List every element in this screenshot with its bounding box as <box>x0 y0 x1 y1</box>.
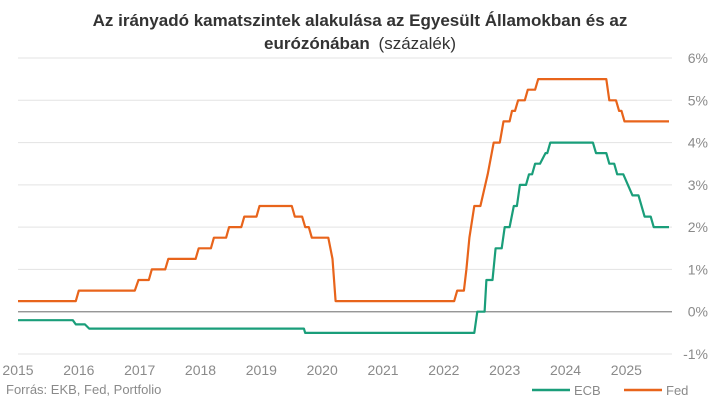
chart-title-line-1: Az irányadó kamatszintek alakulása az Eg… <box>93 11 628 30</box>
series-line-fed <box>18 78 669 303</box>
y-tick-label: 6% <box>688 50 708 66</box>
x-tick-label: 2025 <box>611 362 642 378</box>
y-tick-label: 2% <box>688 219 708 235</box>
y-tick-label: -1% <box>683 346 708 362</box>
x-tick-label: 2016 <box>63 362 94 378</box>
chart-title-unit: (százalék) <box>379 34 456 53</box>
x-tick-label: 2023 <box>489 362 520 378</box>
y-tick-label: 5% <box>688 92 708 108</box>
x-tick-label: 2017 <box>124 362 155 378</box>
y-tick-label: 1% <box>688 261 708 277</box>
legend-ecb-label: ECB <box>574 383 601 398</box>
y-tick-label: 0% <box>688 304 708 320</box>
y-tick-label: 3% <box>688 177 708 193</box>
x-tick-label: 2024 <box>550 362 581 378</box>
grid-lines <box>18 57 672 355</box>
series-line-ecb <box>18 141 669 334</box>
y-axis-ticks: 6% 5% 4% 3% 2% 1% 0% -1% <box>683 50 708 362</box>
x-tick-label: 2022 <box>428 362 459 378</box>
x-tick-label: 2018 <box>185 362 216 378</box>
x-tick-label: 2019 <box>246 362 277 378</box>
x-tick-label: 2015 <box>2 362 33 378</box>
series-lines <box>18 78 669 334</box>
legend: ECB Fed <box>532 383 688 398</box>
chart-title-bold-part: eurózónában <box>264 34 370 53</box>
x-axis-ticks: 2015 2016 2017 2018 2019 2020 2021 2022 2023 2024… <box>2 362 642 378</box>
x-tick-label: 2020 <box>307 362 338 378</box>
x-tick-label: 2021 <box>367 362 398 378</box>
source-note: Forrás: EKB, Fed, Portfolio <box>6 382 161 397</box>
legend-fed-label: Fed <box>666 383 688 398</box>
y-tick-label: 4% <box>688 135 708 151</box>
chart-title-line-2: eurózónában (százalék) <box>264 34 456 53</box>
